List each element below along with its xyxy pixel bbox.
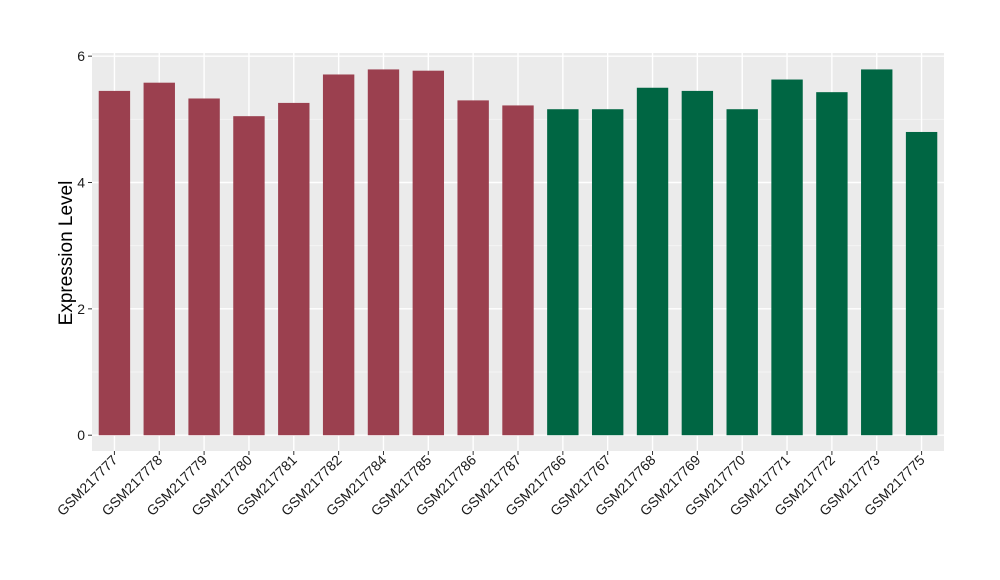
y-tick-label: 4 [77,175,85,191]
x-axis: GSM217777GSM217778GSM217779GSM217780GSM2… [54,451,928,519]
bar [816,92,848,436]
bar [143,82,175,436]
bar [771,79,803,436]
bar [502,105,534,436]
bar [412,70,445,436]
y-tick-label: 0 [77,427,85,443]
bar [905,131,938,436]
bar [861,69,893,436]
bar [233,116,265,436]
bar [98,90,131,436]
bar [726,109,758,436]
y-axis: 0 2 4 6 [77,48,92,443]
y-tick-label: 2 [77,301,85,317]
bar [278,102,310,436]
bar [457,100,489,436]
bar [188,98,220,436]
y-tick-label: 6 [77,48,85,64]
bar [591,109,624,436]
bar [547,109,579,436]
bars [98,69,938,436]
bar [636,87,669,436]
bar [681,90,714,436]
y-axis-title: Expression Level [56,181,77,326]
bar [322,74,355,436]
bar [367,69,400,436]
